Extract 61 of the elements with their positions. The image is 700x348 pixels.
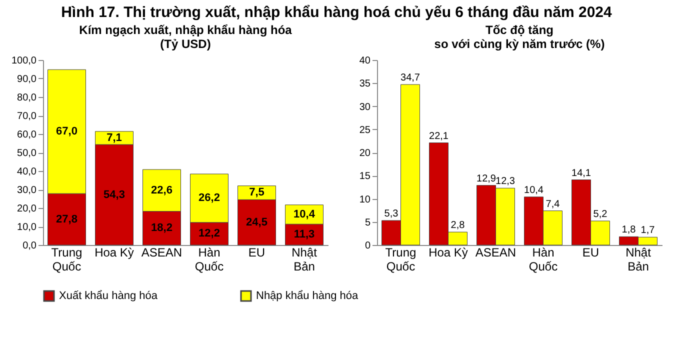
x-tick-label: ASEAN xyxy=(141,246,182,260)
y-tick-label: 0,0 xyxy=(22,240,37,252)
y-tick-label: 10,0 xyxy=(17,222,37,233)
data-label: 67,0 xyxy=(56,126,78,138)
data-label: 12,3 xyxy=(496,176,516,188)
y-tick-label: 100,0 xyxy=(11,56,37,66)
y-tick-label: 30,0 xyxy=(17,185,37,196)
data-label: 22,6 xyxy=(151,184,172,196)
y-tick-label: 35 xyxy=(359,78,371,90)
data-label: 14,1 xyxy=(572,168,592,179)
data-label: 1,8 xyxy=(622,224,636,236)
x-tick-label: EU xyxy=(582,246,600,260)
x-tick-label: Hàn Quốc xyxy=(528,246,558,274)
x-tick-label: EU xyxy=(248,246,266,260)
data-label: 5,3 xyxy=(384,208,399,220)
x-tick-label: Hàn Quốc xyxy=(194,246,224,274)
y-tick-label: 5 xyxy=(364,217,371,228)
y-tick-label: 90,0 xyxy=(17,74,37,85)
y-tick-label: 20,0 xyxy=(17,204,37,214)
data-label: 5,2 xyxy=(593,208,608,220)
data-label: 12,2 xyxy=(198,228,220,240)
x-tick-label: ASEAN xyxy=(475,246,516,260)
data-label: 2,8 xyxy=(450,220,466,232)
x-tick-label: Nhật Bản xyxy=(292,246,318,274)
data-label: 7,1 xyxy=(106,132,122,144)
x-tick-label: Trung Quốc xyxy=(51,246,82,274)
data-label: 18,2 xyxy=(151,222,172,234)
y-tick-label: 40,0 xyxy=(17,166,37,178)
data-label: 10,4 xyxy=(294,208,316,220)
data-label: 26,2 xyxy=(198,192,220,204)
data-label: 12,9 xyxy=(476,173,496,184)
data-label: 7,4 xyxy=(546,198,560,210)
y-tick-label: 15 xyxy=(359,171,371,182)
legend-label: Xuất khẩu hàng hóa xyxy=(59,290,158,302)
y-tick-label: 0 xyxy=(364,240,371,252)
chart-title: Kím ngạch xuất, nhập khẩu hàng hóa (Tỷ USD) xyxy=(79,23,292,51)
data-label: 24,5 xyxy=(246,216,268,228)
data-label: 1,7 xyxy=(640,225,656,236)
data-label: 22,1 xyxy=(429,130,449,142)
y-tick-label: 80,0 xyxy=(17,92,37,104)
data-label: 54,3 xyxy=(104,188,125,201)
y-tick-label: 60,0 xyxy=(17,130,37,140)
legend-label: Nhập khẩu hàng hóa xyxy=(256,290,360,302)
y-tick-label: 10 xyxy=(359,194,371,206)
y-tick-label: 20 xyxy=(359,148,371,159)
y-tick-label: 40 xyxy=(359,56,371,66)
data-label: 10,4 xyxy=(524,184,544,196)
y-tick-label: 25 xyxy=(359,124,371,136)
x-tick-label: Trung Quốc xyxy=(385,246,416,274)
data-label: 27,8 xyxy=(56,213,78,226)
text: Hình 17. Thị trường xuất, nhập khẩu hàng hoá chủ yếu 6 tháng đầu năm 2024 xyxy=(61,4,613,21)
y-tick-label: 30 xyxy=(359,102,371,113)
data-label: 7,5 xyxy=(249,186,264,199)
chart-title: Tốc độ tăng so với cùng kỳ năm trước (%) xyxy=(434,23,605,51)
data-label: 34,7 xyxy=(400,72,420,84)
x-tick-label: Hoa Kỳ xyxy=(94,246,134,260)
x-tick-label: Hoa Kỳ xyxy=(428,246,468,260)
y-tick-label: 70,0 xyxy=(17,111,37,122)
y-tick-label: 50,0 xyxy=(17,148,37,159)
x-tick-label: Nhật Bản xyxy=(626,246,652,274)
data-label: 11,3 xyxy=(294,228,315,241)
